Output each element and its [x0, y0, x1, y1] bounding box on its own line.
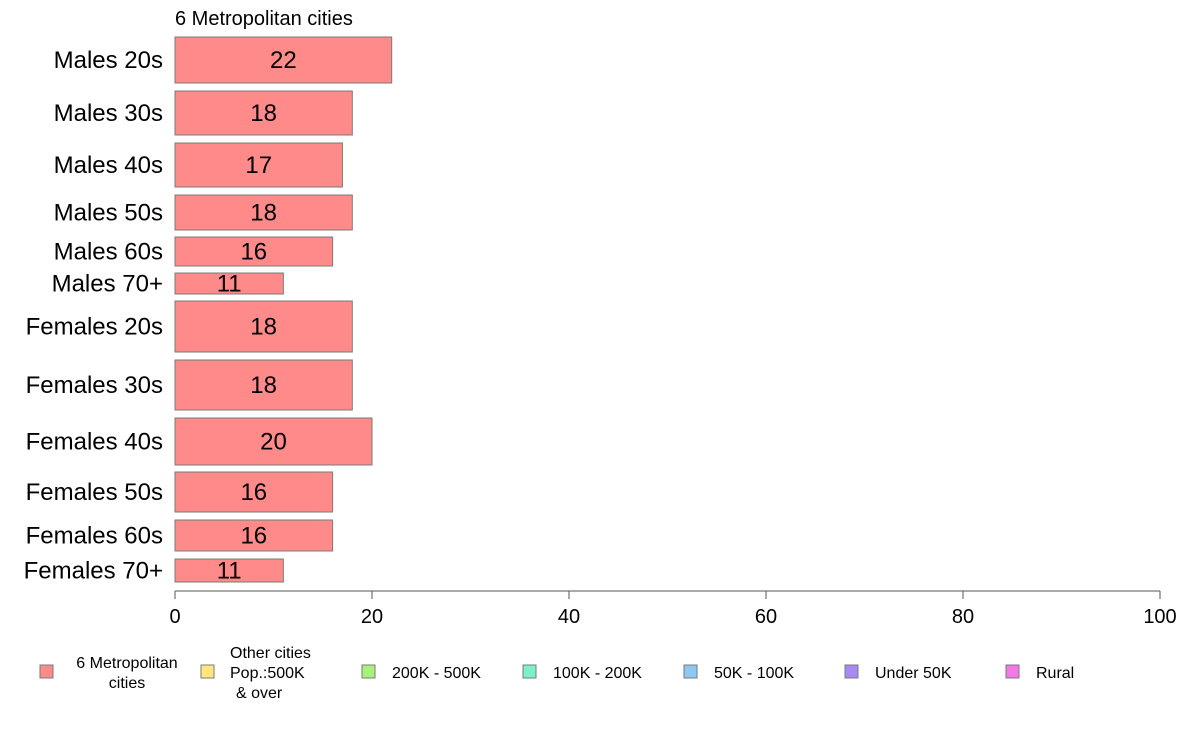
category-label: Males 70+ [52, 271, 163, 298]
x-axis: 0 20 40 60 80 100 [169, 590, 1177, 628]
data-label: 22 [270, 47, 297, 74]
bar [174, 90, 353, 136]
legend-swatch [683, 664, 698, 679]
legend-label: Other cities [230, 645, 311, 662]
category-label: Males 30s [54, 100, 163, 127]
data-label: 11 [217, 271, 242, 298]
legend-label: 100K - 200K [553, 665, 642, 682]
legend-swatch [200, 664, 215, 679]
category-label: Males 40s [54, 152, 163, 179]
legend-label: Under 50K [875, 665, 952, 682]
category-label: Females 30s [26, 372, 163, 399]
chart-title: 6 Metropolitan cities [175, 8, 353, 30]
bar [174, 36, 393, 84]
category-label: Females 70+ [24, 558, 163, 585]
legend-label: & over [236, 685, 283, 702]
legend-swatch [39, 664, 54, 679]
x-tick-label: 20 [361, 606, 383, 628]
legend: 6 Metropolitan cities Other cities Pop.:500… [39, 645, 1074, 702]
bar [174, 417, 373, 466]
bar [174, 194, 353, 231]
category-label: Females 20s [26, 314, 163, 341]
bar [174, 300, 353, 353]
legend-label: 50K - 100K [714, 665, 794, 682]
x-tick-label: 80 [952, 606, 974, 628]
legend-swatch [522, 664, 537, 679]
category-label: Females 40s [26, 429, 163, 456]
data-label: 16 [240, 239, 267, 266]
bar [174, 558, 284, 583]
legend-swatch [1005, 664, 1020, 679]
x-tick-label: 60 [755, 606, 777, 628]
legend-label: Pop.:500K [230, 665, 305, 682]
data-label: 18 [250, 100, 277, 127]
data-label: 18 [250, 200, 277, 227]
data-label: 17 [245, 152, 272, 179]
data-label: 18 [250, 314, 277, 341]
bar [174, 236, 334, 267]
bar [174, 359, 353, 411]
bar [174, 142, 343, 188]
bars-layer: Males 20s 22 Males 30s 18 Males 40s 17 Males 5… [24, 36, 393, 585]
category-label: Males 50s [54, 200, 163, 227]
data-label: 20 [260, 429, 287, 456]
bar [174, 519, 334, 552]
x-tick-label: 100 [1143, 606, 1176, 628]
legend-label: 200K - 500K [392, 665, 481, 682]
category-label: Males 20s [54, 47, 163, 74]
bar [174, 272, 284, 295]
legend-label: Rural [1036, 665, 1074, 682]
legend-swatch [361, 664, 376, 679]
data-label: 18 [250, 372, 277, 399]
bar [174, 471, 334, 513]
legend-swatch [844, 664, 859, 679]
x-tick-label: 0 [169, 606, 180, 628]
data-label: 11 [217, 558, 242, 585]
category-label: Females 50s [26, 479, 163, 506]
data-label: 16 [240, 479, 267, 506]
data-label: 16 [240, 523, 267, 550]
category-label: Females 60s [26, 523, 163, 550]
legend-label: 6 Metropolitan [76, 655, 177, 672]
category-label: Males 60s [54, 239, 163, 266]
legend-label: cities [109, 675, 145, 692]
x-tick-label: 40 [558, 606, 580, 628]
